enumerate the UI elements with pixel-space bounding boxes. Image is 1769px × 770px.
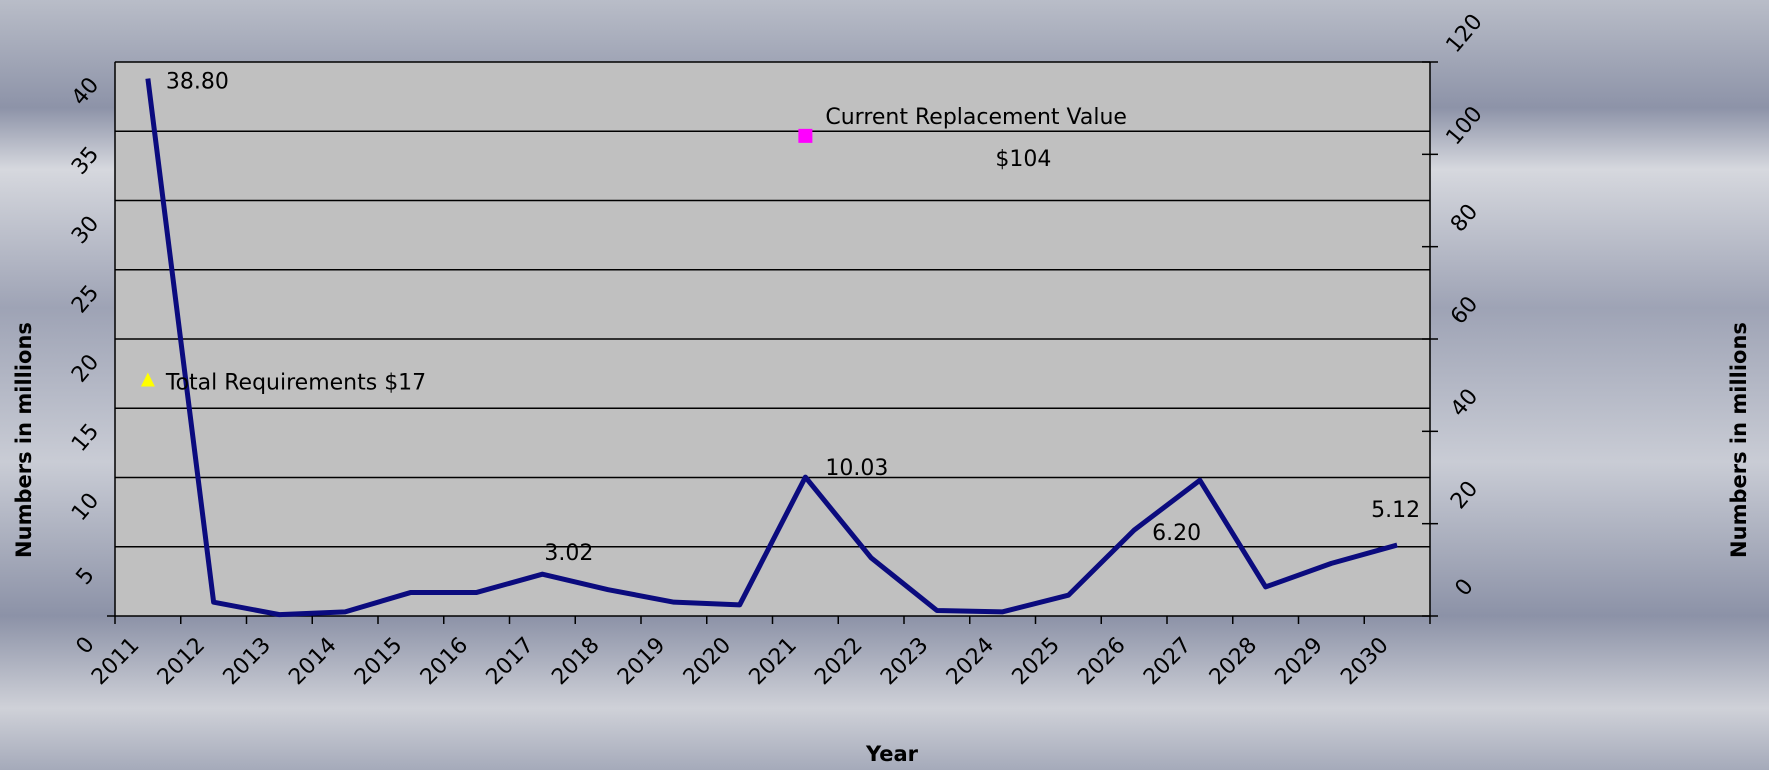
data-label: 38.80 [166,70,229,95]
annotation: Current Replacement Value [825,105,1127,130]
data-line [145,78,1398,618]
marker-triangle [140,372,155,387]
marker-square [798,128,813,143]
y2-axis-label: Numbers in millions [1727,322,1751,558]
data-label: 6.20 [1152,521,1201,546]
data-label: $104 [995,147,1051,172]
data-label: 3.02 [544,541,593,566]
y-axis-label: Numbers in millions [12,322,36,558]
x-axis-label: Year [865,742,919,766]
data-label: 5.12 [1371,498,1420,523]
data-label: Total Requirements $17 [165,371,426,396]
data-label: 10.03 [825,456,888,481]
